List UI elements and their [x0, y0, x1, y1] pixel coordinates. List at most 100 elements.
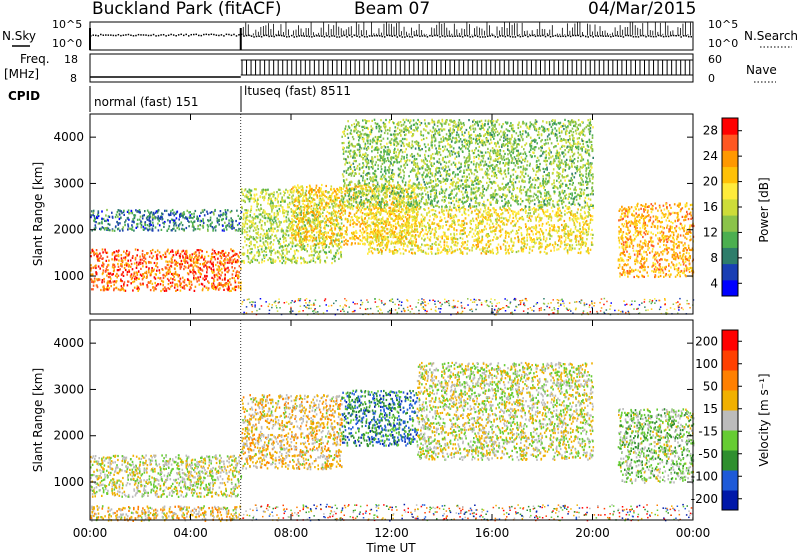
range-cell: [272, 195, 274, 197]
range-cell: [400, 218, 402, 220]
range-cell: [187, 285, 189, 287]
range-cell: [292, 201, 294, 203]
range-cell: [197, 225, 199, 227]
range-cell: [169, 221, 171, 223]
range-cell: [198, 249, 200, 251]
range-cell: [222, 225, 224, 227]
range-cell: [260, 236, 262, 238]
range-cell: [344, 240, 346, 242]
range-cell: [184, 279, 186, 281]
range-cell: [105, 220, 107, 222]
range-cell: [136, 227, 138, 229]
range-cell: [295, 239, 297, 241]
range-cell: [276, 191, 278, 193]
range-cell: [224, 274, 226, 276]
range-cell: [252, 219, 254, 221]
range-cell: [222, 250, 224, 252]
range-cell: [199, 215, 201, 217]
range-cell: [191, 281, 193, 283]
range-cell: [204, 256, 206, 258]
range-cell: [341, 208, 343, 210]
range-cell: [391, 185, 393, 187]
range-cell: [225, 268, 227, 270]
range-cell: [283, 234, 285, 236]
range-cell: [254, 213, 256, 215]
range-cell: [105, 227, 107, 229]
range-cell: [206, 287, 208, 289]
range-cell: [267, 189, 269, 191]
range-cell: [193, 213, 195, 215]
range-cell: [204, 214, 206, 216]
nsky-point: [515, 36, 517, 38]
nsky-point: [175, 35, 177, 37]
range-cell: [215, 258, 217, 260]
range-cell: [342, 191, 344, 193]
range-cell: [115, 275, 117, 277]
nsky-point: [140, 34, 142, 36]
range-cell: [134, 287, 136, 289]
range-cell: [269, 213, 271, 215]
range-cell: [283, 241, 285, 243]
range-cell: [429, 219, 431, 221]
range-cell: [456, 245, 458, 247]
range-cell: [507, 241, 509, 243]
range-cell: [157, 250, 159, 252]
range-cell: [518, 213, 520, 215]
station-title: Buckland Park (fitACF): [92, 0, 282, 19]
range-cell: [245, 222, 247, 224]
range-cell: [272, 227, 274, 229]
range-cell: [269, 249, 271, 251]
range-cell: [96, 273, 98, 275]
range-cell: [285, 258, 287, 260]
nsky-point: [432, 35, 434, 37]
range-cell: [526, 239, 528, 241]
range-cell: [591, 241, 593, 243]
range-cell: [402, 225, 404, 227]
range-cell: [270, 221, 272, 223]
range-cell: [535, 211, 537, 213]
range-cell: [355, 230, 357, 232]
range-cell: [433, 209, 435, 211]
range-cell: [284, 220, 286, 222]
range-cell: [503, 243, 505, 245]
nsky-point: [110, 34, 112, 36]
range-cell: [578, 240, 580, 242]
range-cell: [157, 223, 159, 225]
range-cell: [125, 256, 127, 258]
range-cell: [218, 283, 220, 285]
range-cell: [195, 286, 197, 288]
range-cell: [127, 271, 129, 273]
range-cell: [147, 252, 149, 254]
range-cell: [210, 219, 212, 221]
range-cell: [115, 281, 117, 283]
range-cell: [317, 255, 319, 257]
range-cell: [457, 238, 459, 240]
range-cell: [144, 227, 146, 229]
range-cell: [549, 230, 551, 232]
range-cell: [286, 216, 288, 218]
range-cell: [364, 221, 366, 223]
range-cell: [466, 236, 468, 238]
range-cell: [238, 286, 240, 288]
range-cell: [258, 262, 260, 264]
range-cell: [227, 267, 229, 269]
range-cell: [354, 242, 356, 244]
range-cell: [136, 272, 138, 274]
range-cell: [416, 209, 418, 211]
range-cell: [330, 225, 332, 227]
range-cell: [482, 248, 484, 250]
range-cell: [487, 214, 489, 216]
range-cell: [119, 268, 121, 270]
range-cell: [318, 236, 320, 238]
nsky-point: [444, 36, 446, 38]
range-cell: [338, 258, 340, 260]
range-cell: [256, 241, 258, 243]
range-cell: [294, 220, 296, 222]
range-cell: [202, 263, 204, 265]
range-cell: [549, 238, 551, 240]
range-cell: [161, 280, 163, 282]
range-cell: [309, 206, 311, 208]
range-cell: [569, 238, 571, 240]
range-cell: [153, 212, 155, 214]
range-cell: [290, 241, 292, 243]
